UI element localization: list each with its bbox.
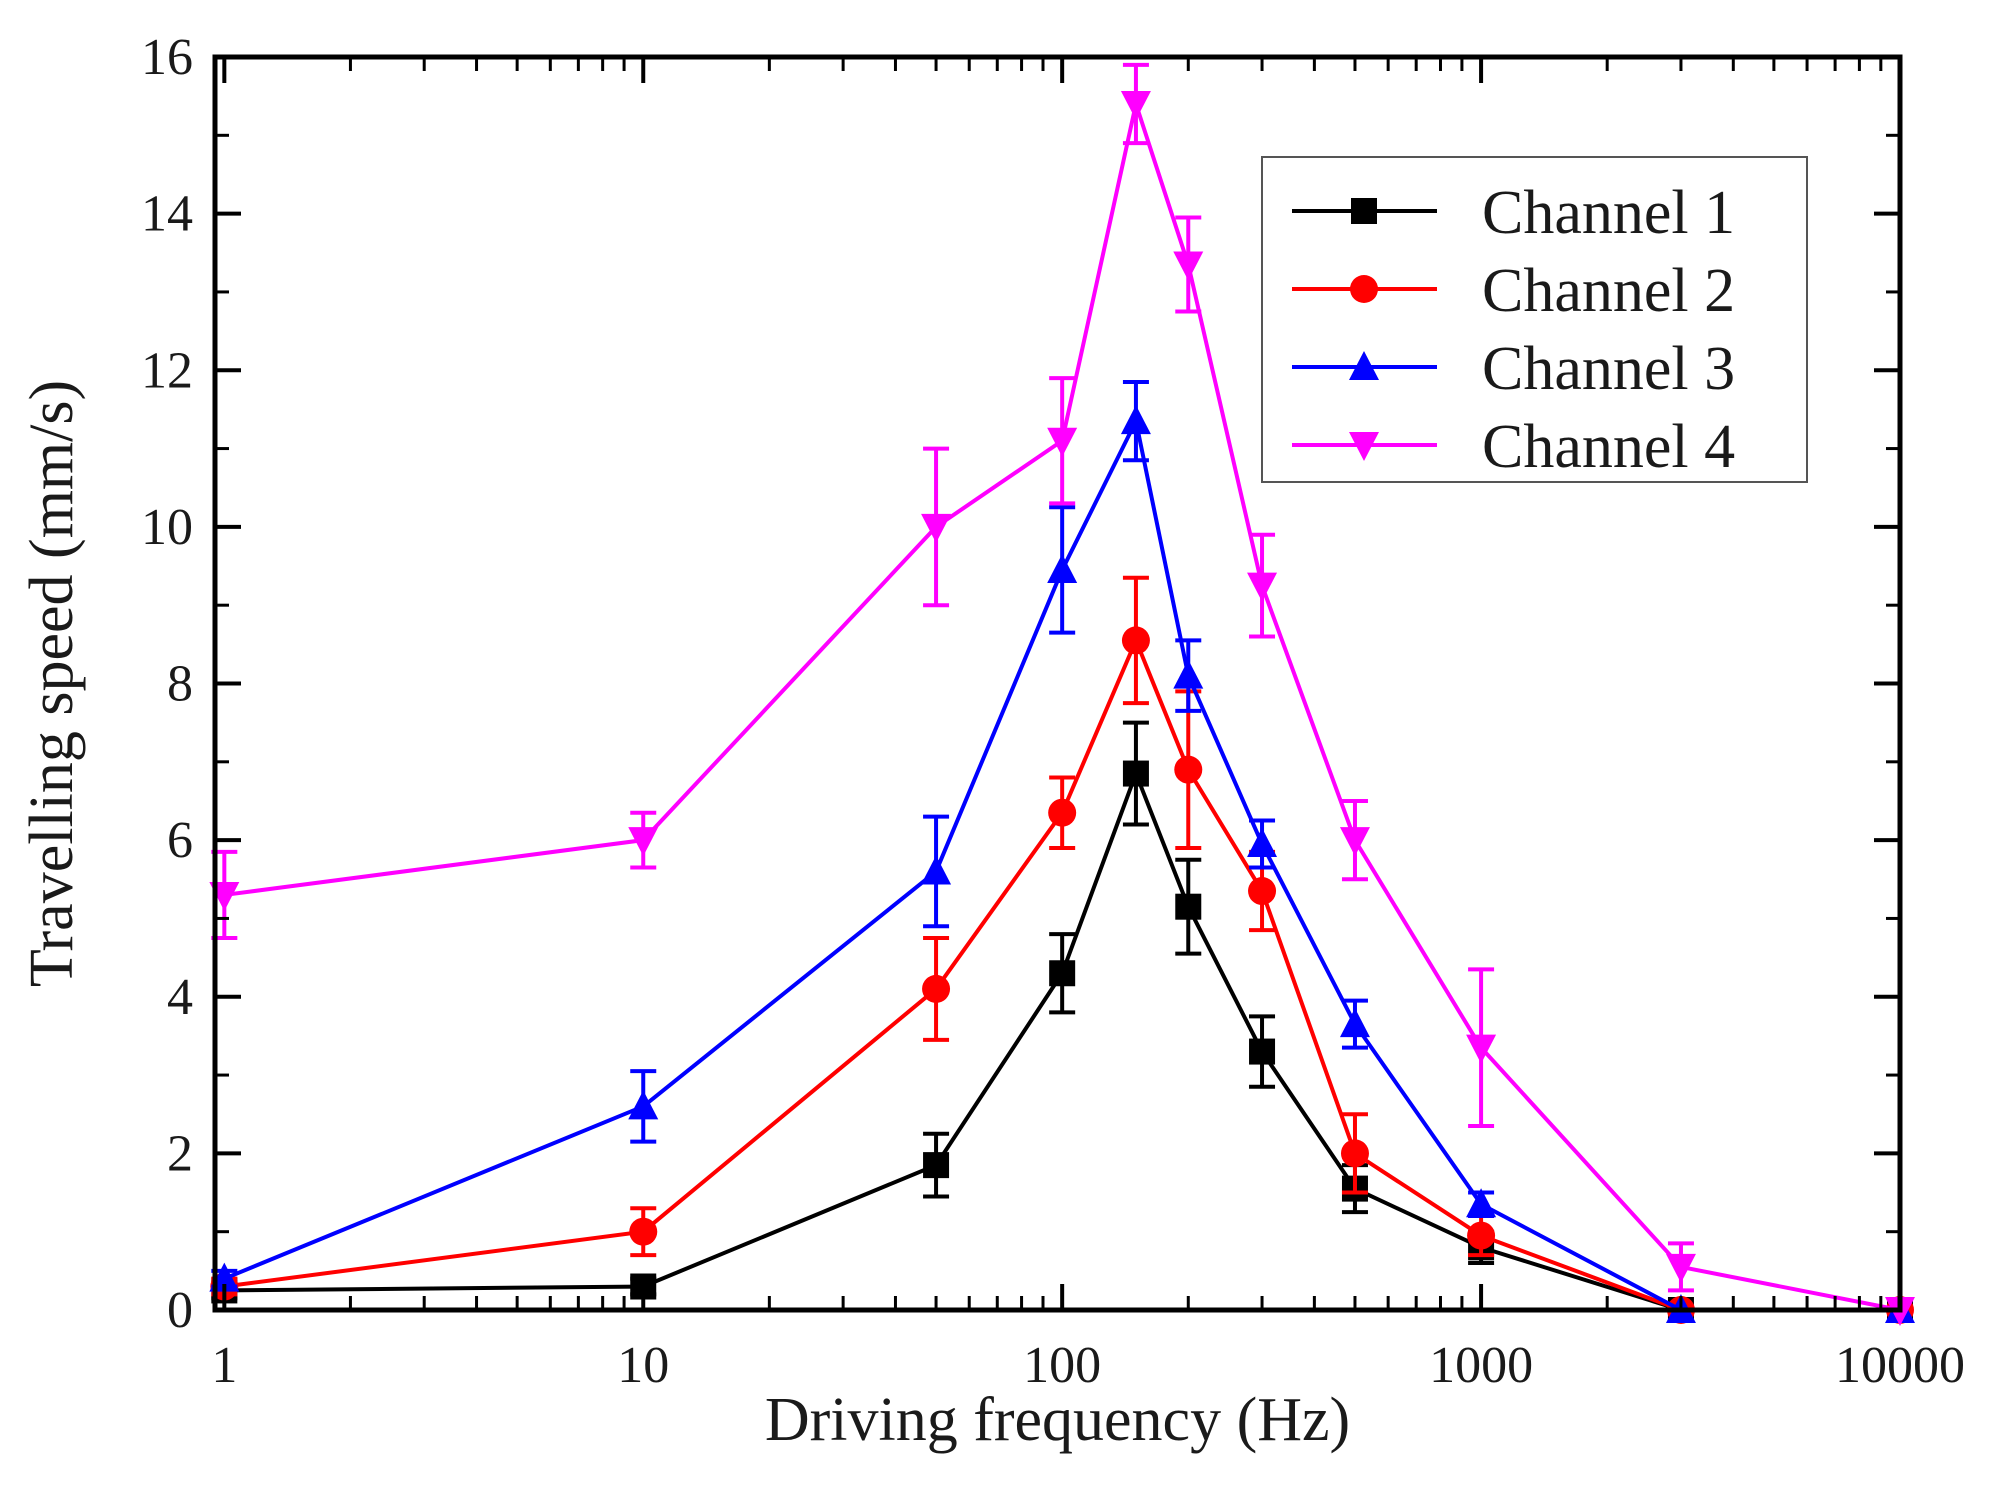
plot-layer (209, 62, 1915, 1326)
x-tick-label: 1 (211, 1337, 237, 1394)
series-3 (209, 379, 1915, 1323)
y-tick-label: 6 (167, 812, 193, 869)
data-point (1122, 760, 1149, 787)
y-tick-label: 14 (141, 186, 193, 243)
axis-layer: 1 10 100 1000 10000 0 2 4 6 8 10 12 14 16 (141, 29, 1965, 1394)
y-tick-label: 2 (167, 1125, 193, 1182)
data-point (1665, 1253, 1696, 1283)
data-point (1339, 1008, 1370, 1038)
legend-marker (1350, 275, 1378, 303)
y-tick-label: 0 (167, 1282, 193, 1339)
data-point (1248, 877, 1277, 906)
legend-label: Channel 4 (1482, 413, 1735, 481)
data-point (1120, 90, 1151, 120)
data-point (1340, 1139, 1369, 1168)
y-tick-label: 8 (167, 656, 193, 713)
legend-item-2: Channel 2 (1292, 257, 1735, 325)
y-tick-label: 12 (141, 342, 193, 399)
data-point (1247, 828, 1278, 858)
data-point (1175, 893, 1202, 920)
data-point (1466, 1188, 1497, 1218)
data-point (1174, 755, 1203, 784)
data-point (1339, 827, 1370, 857)
legend-item-4: Channel 4 (1292, 413, 1735, 481)
data-point (1049, 960, 1076, 987)
y-tick-label: 10 (141, 499, 193, 556)
legend-label: Channel 2 (1482, 257, 1735, 325)
data-point (1466, 1034, 1497, 1064)
x-axis-title: Driving frequency (Hz) (765, 1386, 1350, 1454)
data-point (1047, 553, 1078, 583)
legend-item-1: Channel 1 (1292, 179, 1735, 247)
data-point (1467, 1221, 1496, 1250)
data-point (923, 1152, 950, 1179)
data-point (1048, 798, 1077, 827)
y-tick-label: 4 (167, 969, 193, 1026)
data-point (1047, 427, 1078, 457)
legend-marker (1349, 432, 1379, 461)
data-point (921, 513, 952, 543)
legend-item-3: Channel 3 (1292, 335, 1735, 403)
data-point (1173, 251, 1204, 281)
x-tick-label: 10000 (1835, 1337, 1965, 1394)
legend: Channel 1 Channel 2 Channel 3 Channel 4 (1261, 156, 1808, 483)
x-tick-label: 1000 (1429, 1337, 1533, 1394)
data-point (1247, 572, 1278, 602)
data-point (628, 1090, 659, 1120)
legend-marker (1351, 198, 1377, 224)
data-point (921, 855, 952, 885)
legend-label: Channel 3 (1482, 335, 1735, 403)
data-point (1120, 405, 1151, 435)
data-point (1173, 659, 1204, 689)
legend-marker (1349, 351, 1379, 380)
data-point (1121, 626, 1150, 655)
x-tick-label: 10 (617, 1337, 669, 1394)
data-point (628, 827, 659, 857)
x-tick-label: 100 (1023, 1337, 1101, 1394)
series-2 (210, 575, 1914, 1324)
data-point (629, 1217, 658, 1246)
y-axis-title: Travelling speed (mm/s) (18, 380, 86, 987)
data-point (922, 974, 951, 1003)
data-point (1249, 1038, 1276, 1065)
y-tick-label: 16 (141, 29, 193, 86)
legend-label: Channel 1 (1482, 179, 1735, 247)
